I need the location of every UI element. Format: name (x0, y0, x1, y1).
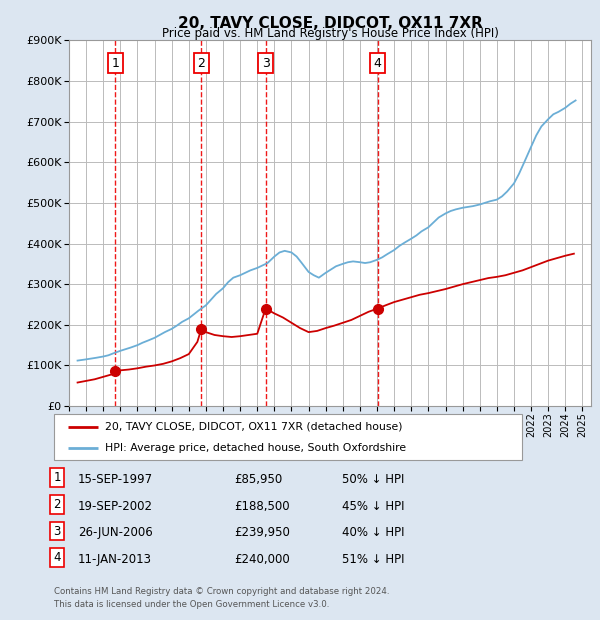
Text: Price paid vs. HM Land Registry's House Price Index (HPI): Price paid vs. HM Land Registry's House … (161, 27, 499, 40)
Text: 3: 3 (53, 525, 61, 538)
Text: £188,500: £188,500 (234, 500, 290, 513)
Text: 40% ↓ HPI: 40% ↓ HPI (342, 526, 404, 539)
Text: 50% ↓ HPI: 50% ↓ HPI (342, 473, 404, 486)
Text: HPI: Average price, detached house, South Oxfordshire: HPI: Average price, detached house, Sout… (106, 443, 407, 453)
Text: 2: 2 (197, 57, 205, 70)
Text: £239,950: £239,950 (234, 526, 290, 539)
Text: 20, TAVY CLOSE, DIDCOT, OX11 7XR: 20, TAVY CLOSE, DIDCOT, OX11 7XR (178, 16, 482, 30)
Text: Contains HM Land Registry data © Crown copyright and database right 2024.: Contains HM Land Registry data © Crown c… (54, 587, 389, 596)
Text: 2: 2 (53, 498, 61, 511)
Text: 1: 1 (112, 57, 119, 70)
Text: 11-JAN-2013: 11-JAN-2013 (78, 553, 152, 566)
Text: £85,950: £85,950 (234, 473, 282, 486)
Text: £240,000: £240,000 (234, 553, 290, 566)
Text: 4: 4 (374, 57, 382, 70)
Text: 4: 4 (53, 551, 61, 564)
Text: 19-SEP-2002: 19-SEP-2002 (78, 500, 153, 513)
Text: 1: 1 (53, 471, 61, 484)
Text: 20, TAVY CLOSE, DIDCOT, OX11 7XR (detached house): 20, TAVY CLOSE, DIDCOT, OX11 7XR (detach… (106, 422, 403, 432)
Text: 26-JUN-2006: 26-JUN-2006 (78, 526, 153, 539)
Text: This data is licensed under the Open Government Licence v3.0.: This data is licensed under the Open Gov… (54, 600, 329, 609)
Text: 15-SEP-1997: 15-SEP-1997 (78, 473, 153, 486)
Text: 45% ↓ HPI: 45% ↓ HPI (342, 500, 404, 513)
FancyBboxPatch shape (54, 414, 522, 460)
Text: 51% ↓ HPI: 51% ↓ HPI (342, 553, 404, 566)
Text: 3: 3 (262, 57, 269, 70)
